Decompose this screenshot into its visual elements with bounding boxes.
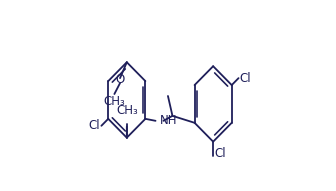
Text: O: O bbox=[115, 73, 125, 86]
Text: Cl: Cl bbox=[89, 119, 100, 132]
Text: CH₃: CH₃ bbox=[103, 96, 125, 108]
Text: Cl: Cl bbox=[214, 147, 226, 160]
Text: NH: NH bbox=[160, 114, 177, 127]
Text: CH₃: CH₃ bbox=[117, 104, 138, 117]
Text: Cl: Cl bbox=[240, 72, 251, 85]
